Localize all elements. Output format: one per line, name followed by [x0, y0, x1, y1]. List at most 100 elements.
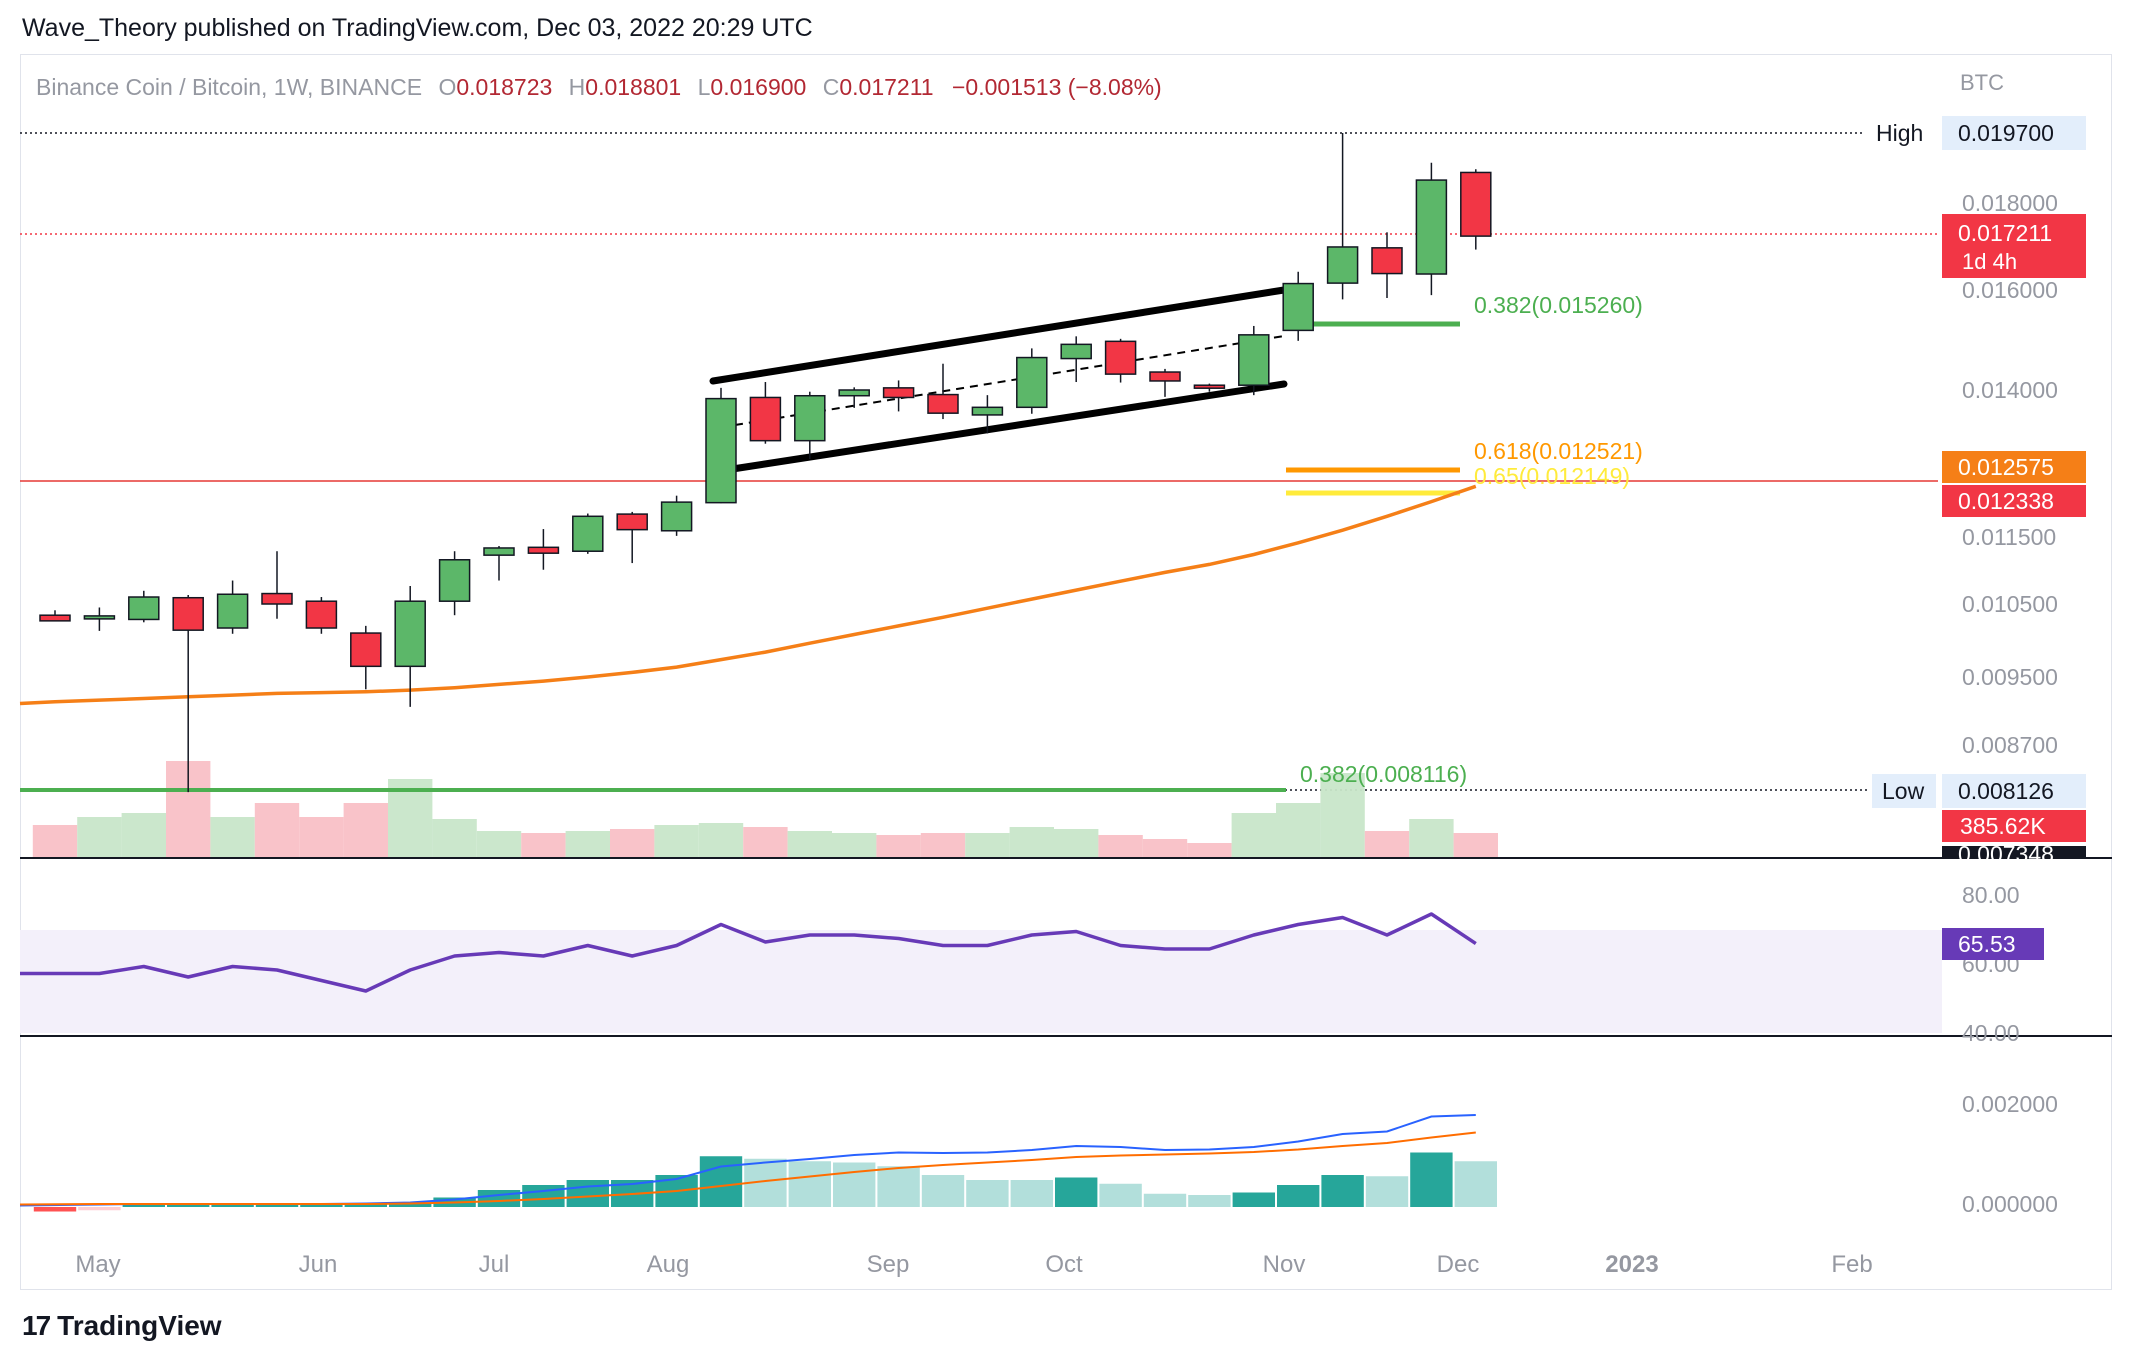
candle	[1326, 133, 1359, 300]
volume-bar	[254, 803, 300, 857]
volume-bar	[876, 835, 921, 857]
candle	[1193, 383, 1226, 392]
candle	[971, 395, 1004, 434]
macd-hist-bar	[344, 1203, 387, 1207]
macd-hist-bar	[1321, 1175, 1364, 1207]
candle	[394, 585, 426, 707]
candle-up	[483, 547, 515, 556]
macd-hist-bar	[833, 1162, 876, 1207]
macd-hist-bar	[788, 1161, 831, 1207]
macd-hist-bar	[1010, 1180, 1053, 1207]
legend-o: 0.018723	[456, 74, 552, 100]
candle-up	[1060, 343, 1092, 360]
candle-up	[128, 596, 160, 621]
signal-line[interactable]	[19, 1131, 1476, 1206]
macd-hist-bar	[1055, 1177, 1098, 1207]
macd-hist-bar	[1188, 1195, 1231, 1207]
candle	[838, 387, 870, 408]
partial-tag-value: 0.007348	[1958, 841, 2054, 867]
time-label: Sep	[867, 1251, 910, 1278]
volume-bar	[1364, 831, 1410, 857]
candle	[794, 391, 826, 460]
candle-down	[305, 600, 338, 629]
macd-hist-bar	[522, 1185, 565, 1207]
candles[interactable]	[39, 133, 1492, 793]
candle-up	[394, 600, 426, 668]
candle-down	[261, 592, 293, 605]
candle	[616, 511, 648, 564]
candle-up	[660, 501, 693, 532]
volume-bar	[521, 833, 566, 857]
rsi-tag-value: 65.53	[1958, 931, 2016, 957]
fib-levels[interactable]	[20, 321, 1460, 792]
volume-bar	[299, 817, 344, 857]
time-label: Oct	[1045, 1251, 1083, 1278]
high-value-box	[1942, 116, 2086, 150]
candle	[172, 594, 204, 793]
price-tick: 0.009500	[1962, 664, 2058, 690]
volume-tag-value: 385.62K	[1960, 813, 2046, 839]
macd-hist-bar	[1277, 1185, 1320, 1207]
candle	[1371, 232, 1403, 298]
tradingview-logo-icon: 17	[22, 1310, 51, 1341]
macd-hist-bar	[78, 1207, 121, 1211]
candle-up	[971, 406, 1004, 416]
candle	[1149, 368, 1181, 397]
legend-c-label: C	[823, 74, 840, 100]
ema-tag[interactable]	[1942, 451, 2086, 483]
candle-up	[1238, 334, 1270, 386]
candle	[1282, 271, 1314, 341]
macd-hist-bar	[877, 1166, 920, 1207]
volume-bar	[1276, 803, 1321, 857]
hline-tag[interactable]	[1942, 485, 2086, 517]
legend-o-label: O	[438, 74, 456, 100]
channel-lower	[709, 380, 1288, 476]
last-price-tag[interactable]	[1942, 214, 2086, 278]
macd-hist-bar	[122, 1205, 165, 1207]
candle	[527, 529, 560, 570]
volume-bar	[565, 831, 610, 857]
macd-hist-bar	[1365, 1176, 1409, 1207]
candle	[1238, 325, 1270, 396]
candle	[927, 363, 959, 420]
candle-up	[705, 397, 737, 504]
price-axis[interactable]: 0.018000 0.016000 0.014000 0.011500 0.010500…	[1962, 190, 2058, 1217]
partial-tag	[1942, 846, 2086, 857]
ema-line[interactable]	[19, 484, 1477, 706]
macd-hist-bar	[699, 1156, 743, 1207]
legend-symbol: Binance Coin / Bitcoin, 1W, BINANCE	[36, 74, 422, 100]
macd-hist-bar	[389, 1202, 432, 1207]
candle-down	[749, 396, 782, 442]
candle-up	[83, 615, 116, 620]
candle-down	[1371, 247, 1403, 275]
price-tick: 0.016000	[1962, 277, 2058, 303]
legend-c: 0.017211	[839, 74, 933, 100]
rsi-line[interactable]	[20, 912, 1477, 993]
time-axis[interactable]: May Jun Jul Aug Sep Oct Nov Dec 2023 Feb	[75, 1251, 1872, 1278]
footer-brand[interactable]: 17 TradingView	[22, 1310, 222, 1342]
ascending-channel[interactable]	[709, 286, 1288, 476]
candle-up	[1282, 282, 1314, 332]
price-tick: 0.010500	[1962, 591, 2058, 617]
candle-down	[350, 632, 382, 668]
volume-bar	[1187, 843, 1232, 857]
candle	[438, 551, 471, 616]
candle-down	[1193, 384, 1226, 389]
volume-bar	[343, 803, 388, 857]
volume-bar	[1009, 827, 1054, 857]
rsi-tag[interactable]	[1942, 928, 2044, 960]
volume-bar	[965, 833, 1010, 857]
chart-frame	[20, 54, 2112, 1290]
high-value: 0.019700	[1958, 120, 2054, 146]
candle-up	[1016, 356, 1048, 409]
volume-bar	[787, 831, 832, 857]
volume-bar	[476, 831, 522, 857]
legend-change: −0.001513 (−8.08%)	[952, 74, 1162, 100]
publisher-line: Wave_Theory published on TradingView.com…	[22, 14, 813, 42]
candle-down	[1460, 171, 1492, 237]
volume-bar	[743, 827, 788, 857]
time-label: May	[75, 1251, 120, 1278]
candle	[1016, 348, 1048, 414]
candle-down	[616, 513, 648, 531]
